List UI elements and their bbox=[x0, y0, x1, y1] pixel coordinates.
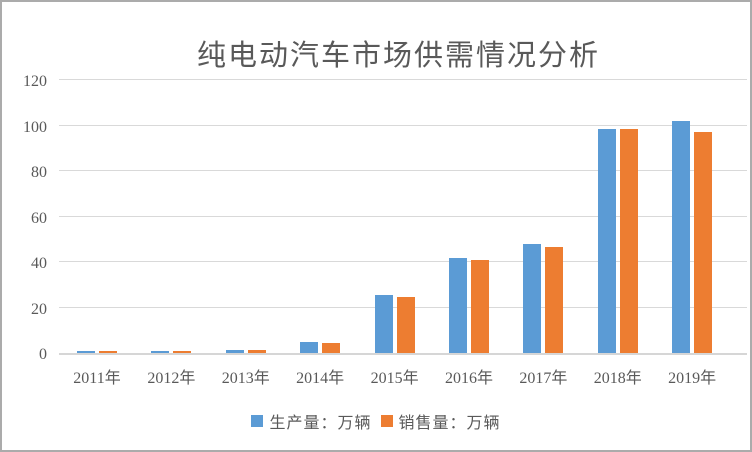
bar-production-2012年 bbox=[151, 350, 170, 353]
gridline bbox=[59, 170, 747, 171]
y-axis-tick-label: 80 bbox=[31, 164, 47, 181]
bar-production-2018年 bbox=[597, 128, 616, 353]
x-axis-category-label: 2018年 bbox=[593, 370, 642, 387]
y-axis-tick-label: 100 bbox=[23, 118, 47, 136]
y-axis-tick-label: 40 bbox=[31, 255, 47, 272]
legend-item-sales: 销售量：万辆 bbox=[380, 409, 501, 433]
bar-production-2013年 bbox=[225, 349, 244, 353]
x-axis-category-label: 2013年 bbox=[221, 370, 270, 387]
y-axis-tick-label: 60 bbox=[31, 209, 47, 227]
bar-sales-2013年 bbox=[247, 349, 266, 353]
x-axis-category-label: 2017年 bbox=[519, 370, 568, 387]
gridline bbox=[59, 215, 747, 217]
legend-color-swatch-icon bbox=[251, 415, 264, 427]
y-axis-tick-label: 0 bbox=[39, 346, 47, 363]
legend-item-production: 生产量：万辆 bbox=[251, 409, 371, 433]
bar-production-2011年 bbox=[77, 350, 95, 353]
bar-production-2019年 bbox=[672, 120, 691, 353]
gridline bbox=[59, 124, 747, 126]
x-axis-category-label: 2014年 bbox=[296, 370, 345, 387]
bar-sales-2015年 bbox=[396, 296, 415, 353]
legend-color-swatch-icon bbox=[380, 415, 393, 427]
bar-sales-2019年 bbox=[694, 131, 713, 353]
bar-sales-2016年 bbox=[471, 259, 489, 353]
bar-production-2016年 bbox=[449, 258, 467, 353]
x-axis-category-label: 2011年 bbox=[73, 370, 121, 387]
y-axis-tick-label: 20 bbox=[31, 300, 47, 318]
chart-title: 纯电动汽车市场供需情况分析 bbox=[196, 40, 600, 72]
x-axis-category-label: 2015年 bbox=[370, 370, 419, 387]
bar-production-2015年 bbox=[374, 295, 393, 353]
gridline bbox=[59, 261, 747, 262]
bar-sales-2018年 bbox=[619, 129, 638, 353]
y-axis-tick-label: 120 bbox=[23, 73, 47, 90]
bar-sales-2011年 bbox=[99, 350, 117, 353]
plot-area bbox=[59, 79, 747, 355]
legend: 生产量：万辆 销售量：万辆 bbox=[2, 409, 750, 433]
bar-production-2014年 bbox=[300, 341, 319, 353]
legend-label: 生产量：万辆 bbox=[269, 415, 372, 432]
bar-production-2017年 bbox=[523, 244, 542, 353]
x-axis-category-label: 2012年 bbox=[147, 370, 196, 387]
bar-sales-2017年 bbox=[545, 246, 564, 353]
legend-label: 销售量：万辆 bbox=[398, 415, 501, 432]
bar-sales-2012年 bbox=[173, 350, 192, 353]
x-axis-category-label: 2019年 bbox=[668, 370, 717, 387]
x-axis-category-label: 2016年 bbox=[444, 370, 493, 387]
gridline bbox=[59, 79, 747, 80]
bar-sales-2014年 bbox=[322, 342, 341, 353]
